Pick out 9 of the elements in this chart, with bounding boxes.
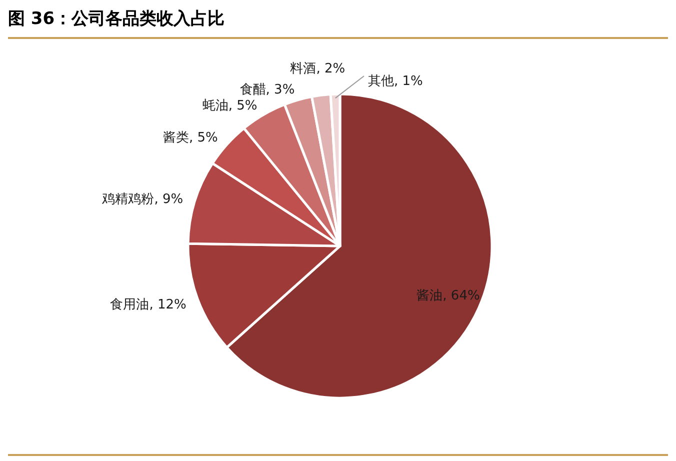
slice-label: 鸡精鸡粉, 9% <box>101 192 184 208</box>
slice-label: 酱类, 5% <box>163 130 218 146</box>
slice-label: 酱油, 64% <box>416 288 480 304</box>
chart-title: 图 36：公司各品类收入占比 <box>8 9 225 29</box>
slice-label: 食用油, 12% <box>110 297 186 312</box>
slice-label: 其他, 1% <box>368 74 423 89</box>
slice-label: 蚝油, 5% <box>202 98 258 114</box>
slice-label: 食醋, 3% <box>240 82 295 98</box>
slice-label: 料酒, 2% <box>290 61 346 76</box>
